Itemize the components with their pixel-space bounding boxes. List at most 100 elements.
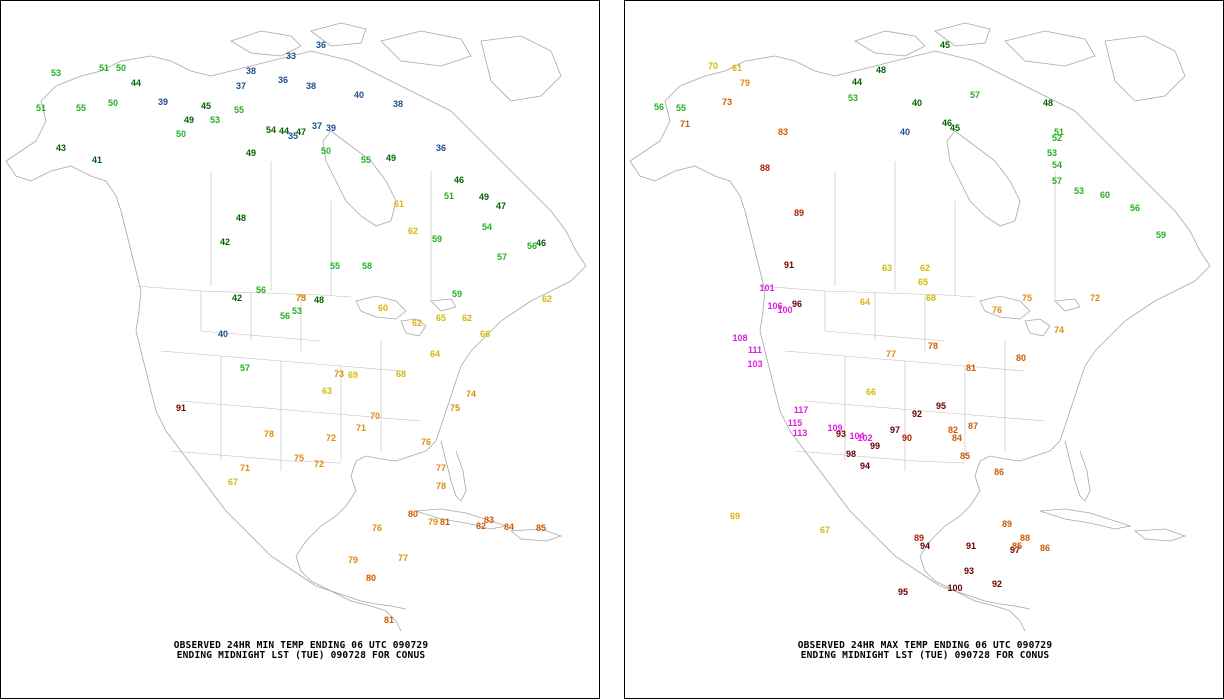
station-temp-label: 73 — [334, 369, 344, 379]
station-temp-label: 94 — [860, 461, 870, 471]
station-temp-label: 55 — [330, 261, 340, 271]
station-temp-label: 92 — [912, 409, 922, 419]
station-temp-label: 55 — [76, 103, 86, 113]
station-temp-label: 77 — [436, 463, 446, 473]
station-temp-label: 115 — [788, 418, 803, 428]
station-temp-label: 41 — [92, 155, 102, 165]
station-temp-label: 40 — [900, 127, 910, 137]
station-temp-label: 63 — [322, 386, 332, 396]
station-temp-label: 49 — [246, 148, 256, 158]
station-temp-label: 51 — [444, 191, 454, 201]
station-temp-label: 37 — [236, 81, 246, 91]
station-temp-label: 100 — [777, 305, 792, 315]
station-temp-label: 49 — [386, 153, 396, 163]
station-temp-label: 38 — [246, 66, 256, 76]
station-temp-label: 97 — [1010, 545, 1020, 555]
station-temp-label: 75 — [1022, 293, 1032, 303]
station-temp-label: 70 — [708, 61, 718, 71]
coastline-lines — [5, 22, 587, 632]
station-temp-label: 79 — [740, 78, 750, 88]
station-temp-label: 62 — [412, 318, 422, 328]
station-temp-label: 68 — [926, 293, 936, 303]
max-caption-line2: ENDING MIDNIGHT LST (TUE) 090728 FOR CON… — [800, 650, 1050, 661]
station-temp-label: 64 — [430, 349, 440, 359]
station-temp-label: 54 — [1052, 160, 1062, 170]
station-temp-label: 54 — [266, 125, 276, 135]
station-temp-label: 55 — [234, 105, 244, 115]
station-temp-label: 61 — [394, 199, 404, 209]
station-temp-label: 54 — [482, 222, 492, 232]
station-temp-label: 84 — [952, 433, 962, 443]
station-temp-label: 96 — [792, 299, 802, 309]
station-temp-label: 35 — [288, 131, 298, 141]
station-temp-label: 78 — [264, 429, 274, 439]
max-temp-panel: 45 40 48 44 53 57 48 56 55 51 52 53 54 57 60 56 53 59 40 46… — [624, 0, 1224, 699]
station-temp-label: 39 — [158, 97, 168, 107]
station-temp-label: 49 — [184, 115, 194, 125]
station-temp-label: 67 — [820, 525, 830, 535]
station-temp-label: 92 — [992, 579, 1002, 589]
station-temp-label: 56 — [256, 285, 266, 295]
min-caption-line1: OBSERVED 24HR MIN TEMP ENDING 06 UTC 090… — [173, 640, 429, 651]
station-temp-label: 76 — [421, 437, 431, 447]
station-temp-label: 68 — [396, 369, 406, 379]
station-temp-label: 91 — [176, 403, 186, 413]
station-temp-label: 72 — [314, 459, 324, 469]
station-temp-label: 81 — [966, 363, 976, 373]
station-temp-label: 91 — [784, 260, 794, 270]
station-temp-label: 111 — [748, 345, 762, 355]
station-temp-label: 79 — [348, 555, 358, 565]
station-temp-label: 56 — [654, 102, 664, 112]
station-temp-label: 78 — [436, 481, 446, 491]
station-temp-label: 56 — [527, 241, 537, 251]
station-temp-label: 81 — [384, 615, 394, 625]
station-temp-label: 52 — [1052, 133, 1062, 143]
station-temp-label: 57 — [240, 363, 250, 373]
station-temp-label: 57 — [1052, 176, 1062, 186]
station-temp-label: 59 — [1156, 230, 1166, 240]
station-temp-label: 90 — [902, 433, 912, 443]
coastline-lines — [629, 22, 1211, 632]
station-temp-label: 53 — [292, 306, 302, 316]
station-temp-label: 63 — [882, 263, 892, 273]
station-temp-label: 77 — [886, 349, 896, 359]
station-temp-label: 81 — [440, 517, 450, 527]
station-temp-label: 45 — [201, 101, 211, 111]
station-temp-label: 88 — [1020, 533, 1030, 543]
station-temp-label: 53 — [51, 68, 61, 78]
station-temp-label: 74 — [466, 389, 476, 399]
station-temp-label: 46 — [454, 175, 464, 185]
station-temp-label: 106 — [767, 301, 782, 311]
station-temp-label: 72 — [1090, 293, 1100, 303]
station-temp-label: 48 — [1043, 98, 1053, 108]
station-temp-label: 36 — [316, 40, 326, 50]
political-boundaries — [759, 161, 1056, 471]
station-temp-label: 71 — [240, 463, 250, 473]
station-temp-label: 59 — [432, 234, 442, 244]
station-temp-label: 108 — [732, 333, 747, 343]
station-temp-label: 89 — [1002, 519, 1012, 529]
station-temp-label: 84 — [504, 522, 514, 532]
station-temp-label: 100 — [947, 583, 962, 593]
station-temp-label: 47 — [496, 201, 506, 211]
station-temp-label: 66 — [480, 329, 490, 339]
station-temp-label: 71 — [356, 423, 366, 433]
station-temp-label: 76 — [372, 523, 382, 533]
station-temp-label: 36 — [278, 75, 288, 85]
station-temp-label: 50 — [176, 129, 186, 139]
station-temp-label: 59 — [452, 289, 462, 299]
station-temp-label: 97 — [890, 425, 900, 435]
station-temp-label: 60 — [1100, 190, 1110, 200]
station-temp-label: 62 — [920, 263, 930, 273]
station-temp-label: 117 — [794, 405, 809, 415]
station-temp-label: 48 — [876, 65, 886, 75]
station-temp-label: 85 — [1012, 541, 1022, 551]
station-temp-label: 66 — [866, 387, 876, 397]
political-boundaries — [135, 161, 432, 471]
station-temp-label: 62 — [408, 226, 418, 236]
station-temp-label: 80 — [366, 573, 376, 583]
station-temp-label: 47 — [296, 127, 306, 137]
station-temp-label: 50 — [116, 63, 126, 73]
station-temp-label: 74 — [1054, 325, 1064, 335]
station-temp-label: 101 — [759, 283, 774, 293]
